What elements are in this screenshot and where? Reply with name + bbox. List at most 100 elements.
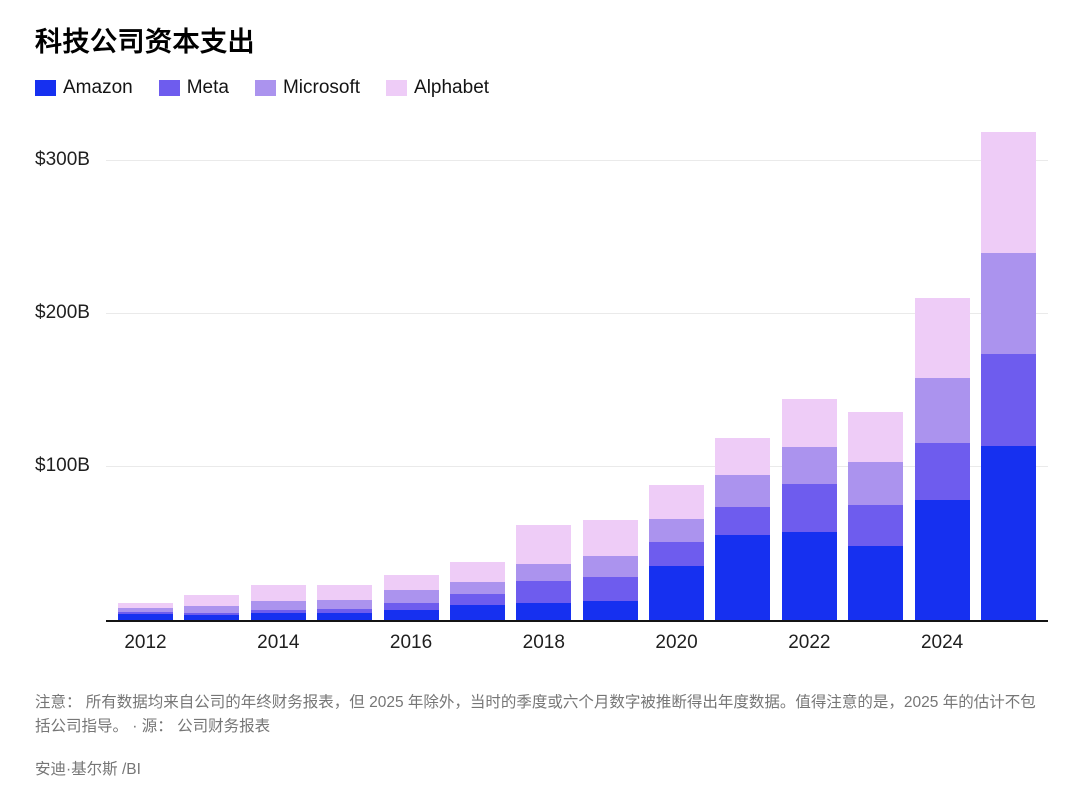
bar-segment-microsoft-2017 [449, 581, 505, 595]
bar-segment-microsoft-2016 [383, 590, 439, 603]
bar-segment-microsoft-2021 [715, 475, 771, 507]
legend-label-microsoft: Microsoft [282, 77, 361, 98]
bar-segment-amazon-2021 [715, 535, 771, 620]
bar-segment-microsoft-2020 [649, 518, 705, 543]
legend: Amazon Meta Microsoft Alphabet [35, 77, 515, 99]
bar-segment-alphabet-2025 [981, 131, 1036, 253]
chart-title: 科技公司资本支出 [35, 27, 255, 57]
bar-segment-amazon-2018 [516, 602, 572, 620]
bar-2022 [781, 398, 837, 620]
bar-2016 [383, 574, 439, 620]
bar-segment-alphabet-2017 [449, 561, 505, 582]
bar-segment-microsoft-2024 [914, 378, 970, 444]
bar-2012 [118, 603, 173, 620]
bar-segment-alphabet-2022 [781, 398, 837, 447]
legend-item-microsoft: Microsoft [254, 77, 361, 99]
credit-line: 安迪·基尔斯 /BI [35, 761, 141, 778]
bar-segment-meta-2024 [914, 443, 970, 501]
bar-2014 [250, 584, 306, 620]
bar-segment-alphabet-2023 [848, 412, 904, 462]
x-axis-label-2016: 2016 [389, 632, 433, 653]
bar-segment-meta-2022 [781, 483, 837, 532]
bar-segment-amazon-2013 [184, 614, 240, 620]
legend-swatch-alphabet [386, 80, 408, 96]
bar-segment-amazon-2022 [781, 531, 837, 620]
bar-2025 [981, 131, 1036, 620]
bar-2023 [848, 412, 904, 620]
bar-2021 [715, 437, 771, 620]
bar-segment-meta-2016 [383, 602, 439, 610]
bar-segment-microsoft-2012 [118, 608, 173, 612]
bar-segment-meta-2021 [715, 506, 771, 536]
gridline-100 [106, 466, 1048, 467]
bar-segment-meta-2017 [449, 594, 505, 605]
bar-segment-amazon-2015 [317, 612, 373, 620]
legend-swatch-microsoft [254, 80, 276, 96]
x-axis-label-2018: 2018 [522, 632, 565, 653]
bar-2015 [317, 585, 373, 620]
bar-segment-alphabet-2020 [649, 484, 705, 519]
bar-segment-meta-2014 [250, 609, 306, 613]
bar-segment-meta-2012 [118, 611, 173, 615]
bar-segment-amazon-2025 [981, 445, 1036, 620]
bar-segment-meta-2025 [981, 353, 1036, 446]
bar-segment-microsoft-2014 [250, 601, 306, 610]
bar-segment-microsoft-2025 [981, 252, 1036, 354]
bar-segment-alphabet-2013 [184, 594, 240, 607]
bar-2019 [582, 520, 638, 620]
bar-segment-meta-2020 [649, 542, 705, 567]
x-axis-label-2012: 2012 [124, 632, 167, 653]
bar-segment-amazon-2016 [383, 609, 439, 620]
y-axis-label-200: $200B [35, 302, 90, 323]
legend-item-meta: Meta [158, 77, 229, 99]
bar-segment-amazon-2017 [449, 604, 505, 620]
y-axis-label-100: $100B [35, 455, 90, 476]
gridline-300 [106, 160, 1048, 161]
bar-2024 [914, 297, 970, 620]
bar-segment-meta-2013 [184, 612, 240, 615]
legend-label-amazon: Amazon [63, 77, 133, 98]
legend-label-alphabet: Alphabet [414, 77, 490, 98]
legend-swatch-meta [158, 80, 180, 96]
x-axis-label-2022: 2022 [788, 632, 831, 653]
bar-segment-microsoft-2018 [516, 563, 572, 582]
bar-segment-meta-2018 [516, 581, 572, 603]
bar-segment-amazon-2019 [582, 600, 638, 620]
bar-segment-alphabet-2012 [118, 603, 173, 609]
bar-segment-alphabet-2019 [582, 520, 638, 557]
bar-2017 [449, 561, 505, 620]
bar-segment-alphabet-2024 [914, 297, 970, 379]
bar-segment-alphabet-2016 [383, 574, 439, 591]
bar-2013 [184, 594, 240, 620]
bar-segment-alphabet-2015 [317, 585, 373, 601]
bar-segment-alphabet-2021 [715, 437, 771, 476]
y-axis-label-300: $300B [35, 149, 90, 170]
bar-2020 [649, 484, 705, 620]
bar-segment-meta-2023 [848, 504, 904, 547]
bar-segment-amazon-2020 [649, 566, 705, 620]
bar-segment-alphabet-2014 [250, 584, 306, 602]
plot-area: $100B $200B $300B 2012 2014 2016 2018 2020 2022 2… [35, 120, 1048, 653]
bar-segment-amazon-2023 [848, 546, 904, 620]
x-axis-label-2020: 2020 [655, 632, 698, 653]
bar-segment-amazon-2024 [914, 500, 970, 620]
x-axis-label-2014: 2014 [257, 632, 300, 653]
legend-label-meta: Meta [186, 77, 229, 98]
bar-segment-microsoft-2023 [848, 461, 904, 505]
bar-2018 [516, 525, 572, 620]
bar-segment-amazon-2014 [250, 612, 306, 620]
bar-segment-amazon-2012 [118, 614, 173, 620]
gridline-200 [106, 313, 1048, 314]
legend-item-amazon: Amazon [35, 77, 133, 99]
bar-segment-microsoft-2015 [317, 600, 373, 610]
bar-segment-microsoft-2013 [184, 606, 240, 613]
x-axis-label-2024: 2024 [920, 632, 964, 653]
bar-chart: $100B $200B $300B 2012 2014 2016 2018 2020 2022 2… [0, 120, 1080, 685]
source-note: 注意： 所有数据均来自公司的年终财务报表，但 2025 年除外，当时的季度或六个… [35, 694, 1036, 736]
bar-segment-meta-2015 [317, 609, 373, 613]
bar-segment-meta-2019 [582, 577, 638, 601]
bar-segment-microsoft-2022 [781, 446, 837, 484]
legend-swatch-amazon [35, 80, 56, 96]
bar-segment-alphabet-2018 [516, 525, 572, 564]
